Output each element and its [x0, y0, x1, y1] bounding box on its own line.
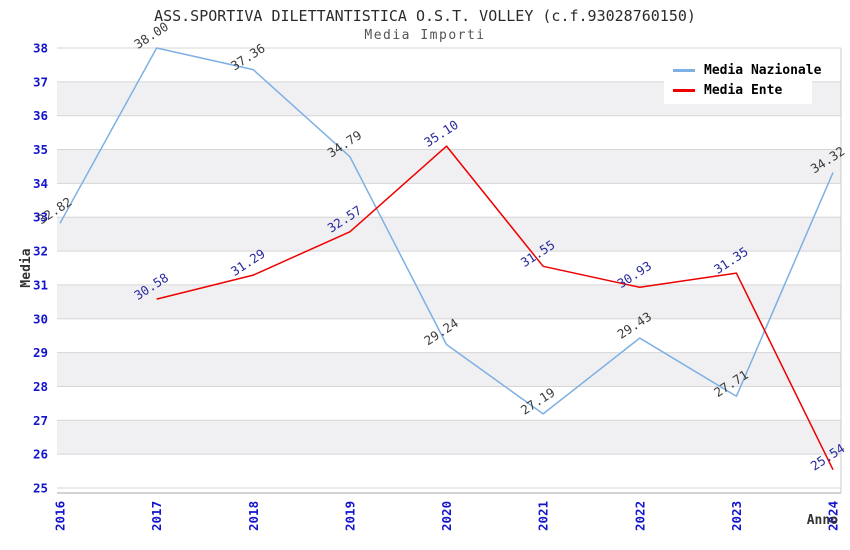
x-tick-label: 2017 [149, 501, 164, 531]
point-label: 29.24 [421, 315, 461, 348]
y-tick-label: 28 [33, 379, 48, 394]
y-tick-label: 30 [33, 311, 48, 326]
chart-subtitle: Media Importi [364, 28, 486, 43]
y-tick-label: 27 [33, 413, 48, 428]
legend-item: Media Nazionale [673, 62, 821, 78]
plot-band [57, 420, 841, 455]
y-tick-label: 37 [33, 74, 48, 89]
legend-swatch [673, 88, 695, 92]
y-tick-label: 34 [33, 176, 48, 191]
y-tick-label: 25 [33, 481, 48, 496]
plot-band [57, 284, 841, 319]
y-tick-label: 32 [33, 244, 48, 259]
y-tick-label: 31 [33, 277, 48, 292]
y-tick-label: 36 [33, 108, 48, 123]
point-label: 35.10 [421, 117, 461, 150]
legend-swatch [673, 68, 695, 72]
point-label: 27.19 [518, 385, 558, 418]
x-axis-title: Anno [807, 513, 838, 528]
legend-label: Media Ente [704, 82, 783, 98]
x-tick-label: 2024 [826, 501, 841, 531]
y-tick-label: 38 [33, 41, 48, 56]
legend: Media Nazionale Media Ente [664, 57, 821, 104]
series-line-media-nazionale [59, 47, 834, 415]
y-tick-label: 29 [33, 345, 48, 360]
x-tick-label: 2020 [439, 501, 454, 531]
y-tick-label: 33 [33, 210, 48, 225]
legend-label: Media Nazionale [704, 62, 822, 78]
plot-band [57, 149, 841, 184]
x-tick-label: 2021 [536, 501, 551, 531]
x-tick-label: 2019 [342, 501, 357, 531]
y-axis-title: Media [19, 248, 34, 287]
x-tick-label: 2016 [53, 501, 68, 531]
chart-title: ASS.SPORTIVA DILETTANTISTICA O.S.T. VOLL… [154, 7, 696, 25]
x-tick-label: 2018 [246, 501, 261, 531]
x-tick-label: 2023 [729, 501, 744, 531]
y-tick-label: 26 [33, 447, 48, 462]
legend-item: Media Ente [673, 82, 812, 98]
y-tick-label: 35 [33, 142, 48, 157]
plot-band [57, 217, 841, 252]
x-tick-label: 2022 [632, 501, 647, 531]
series-line-media-ente [156, 145, 834, 471]
